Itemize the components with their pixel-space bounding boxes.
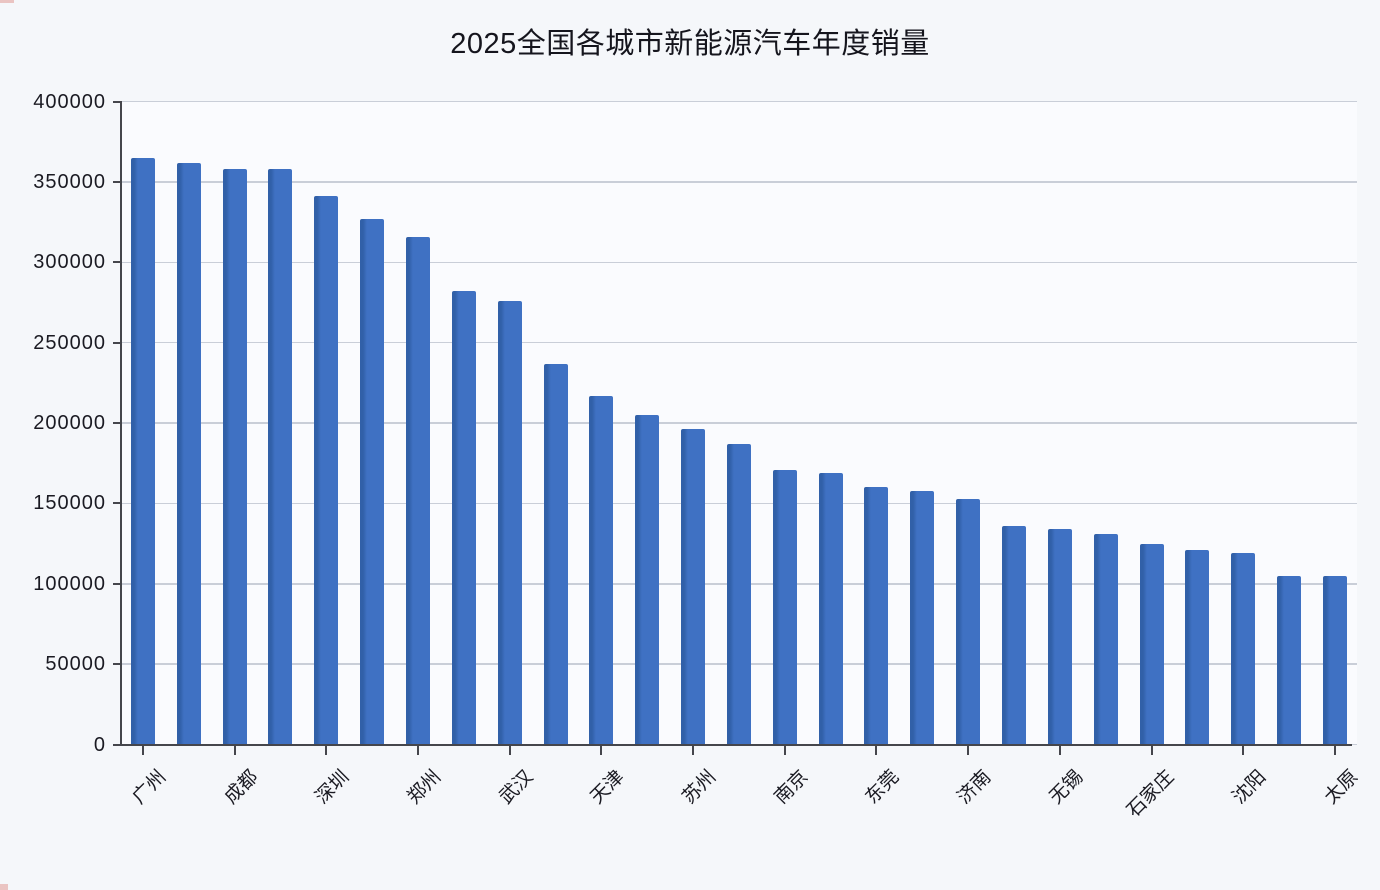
x-tick	[783, 745, 786, 755]
gridline	[120, 100, 1357, 103]
y-tick-label: 300000	[33, 251, 106, 274]
x-tick	[967, 745, 970, 755]
x-tick	[1333, 745, 1336, 755]
x-tick-label: 天津	[587, 766, 629, 809]
x-tick-label: 广州	[128, 766, 171, 809]
y-tick	[112, 180, 121, 183]
bar	[1322, 575, 1347, 745]
bar	[543, 363, 568, 745]
bar	[451, 291, 476, 745]
x-tick	[1242, 745, 1245, 755]
bar	[864, 487, 889, 745]
y-tick	[112, 582, 121, 585]
bar	[130, 157, 155, 745]
bar	[1139, 543, 1164, 745]
x-tick-label: 成都	[220, 766, 262, 809]
y-tick-label: 150000	[33, 492, 106, 515]
x-tick	[416, 745, 419, 755]
bar	[818, 472, 843, 745]
red-artifact-bottom-left	[0, 884, 8, 890]
bar	[1231, 553, 1256, 745]
y-tick-label: 0	[93, 733, 106, 756]
bar	[772, 469, 797, 745]
y-tick-label: 100000	[33, 572, 106, 595]
x-tick	[141, 745, 144, 755]
gridline	[120, 261, 1357, 263]
bar	[1093, 533, 1118, 745]
x-tick-label: 东莞	[862, 766, 904, 809]
bar	[1001, 525, 1026, 745]
bar	[268, 169, 293, 745]
x-tick	[1058, 745, 1061, 755]
x-tick-label: 石家庄	[1123, 766, 1179, 822]
gridline	[120, 422, 1357, 424]
y-tick	[112, 663, 121, 666]
bar	[176, 162, 201, 745]
red-artifact-top-left	[0, 0, 14, 3]
x-tick	[233, 745, 236, 755]
y-tick	[112, 743, 121, 746]
x-axis-line	[119, 743, 1352, 746]
bar	[910, 490, 935, 745]
chart-title: 2025全国各城市新能源汽车年度销量	[450, 28, 930, 60]
bar	[635, 414, 660, 745]
x-tick-label: 苏州	[678, 766, 721, 809]
x-tick	[600, 745, 603, 755]
y-tick-label: 200000	[33, 412, 106, 434]
y-tick	[112, 100, 121, 103]
x-tick-label: 太原	[1320, 766, 1363, 809]
y-tick-label: 350000	[33, 170, 106, 193]
x-tick-label: 南京	[770, 766, 813, 809]
bar	[497, 300, 522, 745]
x-tick-label: 无锡	[1045, 766, 1088, 809]
bar	[314, 196, 339, 745]
bar	[726, 443, 751, 745]
y-tick	[112, 341, 121, 344]
x-tick	[508, 745, 511, 755]
x-tick-label: 武汉	[495, 766, 538, 809]
y-tick	[112, 422, 121, 424]
x-tick-label: 沈阳	[1228, 766, 1271, 809]
bar	[681, 429, 706, 745]
x-tick-label: 济南	[953, 766, 996, 809]
bar	[1277, 575, 1302, 745]
bar	[405, 236, 430, 745]
x-tick	[692, 745, 695, 755]
gridline	[120, 181, 1357, 183]
gridline	[120, 341, 1357, 344]
bar	[956, 498, 981, 745]
y-tick	[112, 261, 121, 264]
bar	[360, 218, 385, 745]
bar	[1185, 549, 1210, 745]
bar	[1047, 529, 1072, 745]
bar	[589, 395, 614, 745]
x-tick-label: 郑州	[403, 766, 446, 809]
y-axis-line	[119, 100, 122, 746]
y-tick-label: 400000	[33, 90, 106, 113]
bar	[222, 169, 247, 745]
y-tick-label: 250000	[33, 331, 106, 354]
x-tick	[325, 745, 328, 755]
x-tick	[1150, 745, 1153, 755]
y-tick-label: 50000	[45, 653, 106, 676]
x-tick	[875, 745, 878, 755]
x-tick-label: 深圳	[311, 766, 354, 809]
y-tick	[112, 502, 121, 505]
